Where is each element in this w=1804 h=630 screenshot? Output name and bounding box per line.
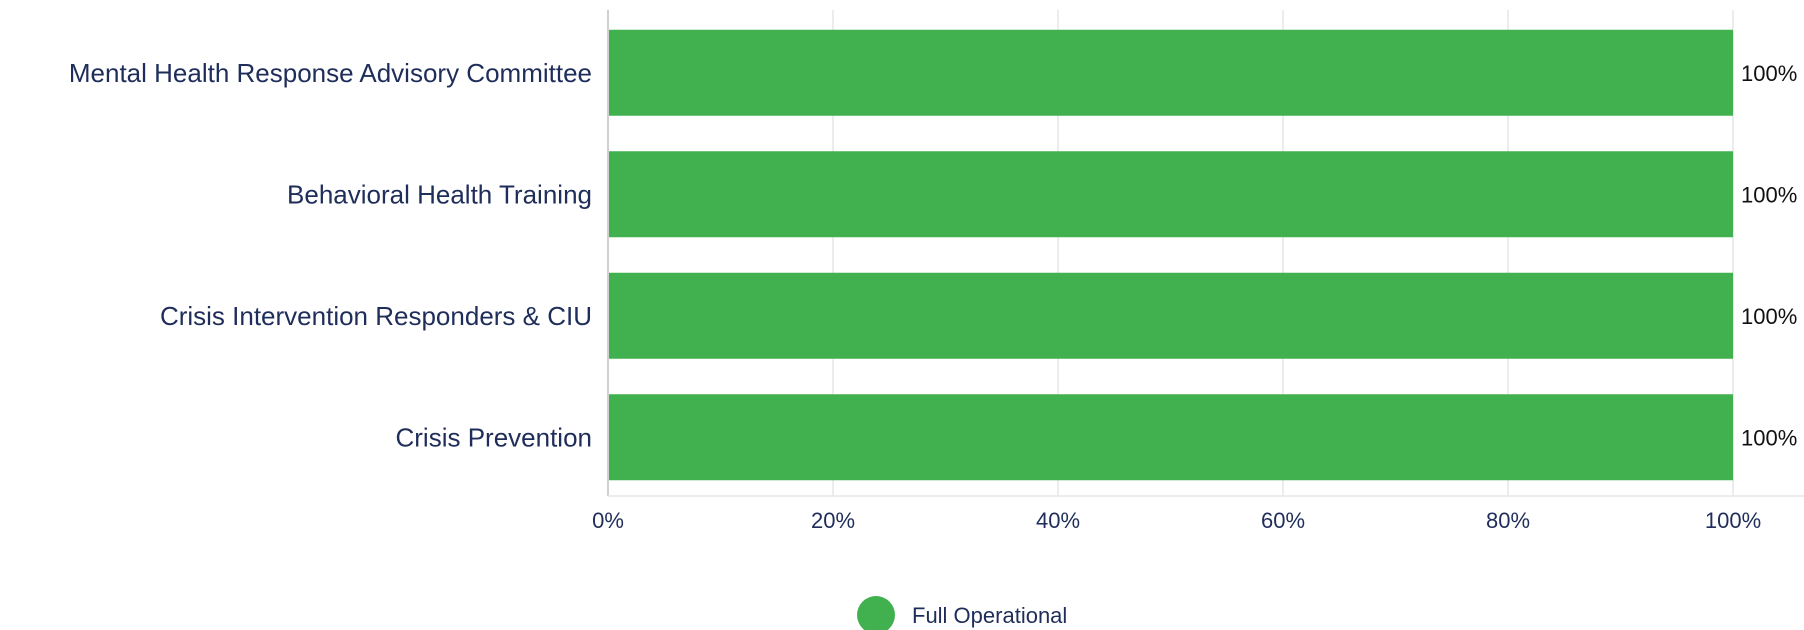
data-label: 100% [1741, 182, 1797, 207]
category-label: Crisis Intervention Responders & CIU [160, 301, 592, 331]
category-labels: Mental Health Response Advisory Committe… [69, 58, 592, 453]
legend[interactable]: Full Operational [857, 596, 1067, 630]
x-tick-label: 100% [1705, 508, 1761, 533]
data-label: 100% [1741, 425, 1797, 450]
data-label: 100% [1741, 304, 1797, 329]
data-label: 100% [1741, 61, 1797, 86]
legend-label: Full Operational [912, 603, 1067, 628]
x-tick-label: 20% [811, 508, 855, 533]
x-tick-label: 40% [1036, 508, 1080, 533]
category-label: Behavioral Health Training [287, 179, 592, 209]
x-tick-label: 60% [1261, 508, 1305, 533]
bars [609, 29, 1733, 481]
category-label: Mental Health Response Advisory Committe… [69, 58, 592, 88]
category-label: Crisis Prevention [395, 422, 592, 452]
x-tick-label: 80% [1486, 508, 1530, 533]
bar[interactable] [609, 394, 1733, 481]
data-labels: 100% 100% 100% 100% [1741, 61, 1797, 451]
bar[interactable] [609, 272, 1733, 359]
x-tick-label: 0% [592, 508, 624, 533]
x-axis-ticks: 0% 20% 40% 60% 80% 100% [592, 508, 1761, 533]
bar[interactable] [609, 151, 1733, 238]
bar[interactable] [609, 29, 1733, 116]
legend-swatch [857, 596, 895, 630]
